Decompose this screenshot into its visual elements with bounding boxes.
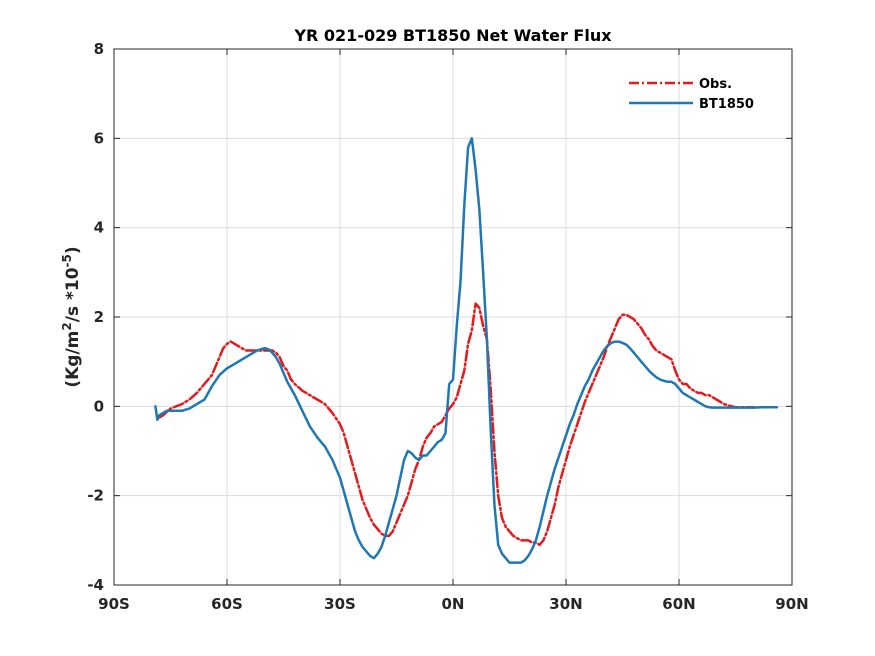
y-axis-label-sup2: -5	[60, 254, 74, 267]
y-axis-label: (Kg/m2/s *10-5)	[60, 246, 83, 387]
series-line-bt1850	[154, 137, 779, 564]
x-tick-label: 30S	[324, 595, 356, 613]
x-tick-label: 90S	[98, 595, 130, 613]
y-axis-label-sup1: 2	[60, 322, 74, 330]
y-tick-label: 0	[94, 397, 104, 415]
x-tick-label: 60S	[211, 595, 243, 613]
y-axis-label-base: (Kg/m	[63, 331, 83, 388]
x-tick-labels: 90S 60S 30S 0N 30N 60N 90N	[98, 595, 809, 613]
y-tick-labels: -4 -2 0 2 4 6 8	[87, 40, 104, 594]
y-tick-label: -2	[87, 487, 104, 505]
y-axis-label-end: )	[63, 246, 83, 254]
series-layer	[154, 137, 779, 564]
y-tick-label: 4	[94, 219, 104, 237]
legend: Obs. BT1850	[629, 77, 754, 112]
x-tick-label: 60N	[662, 595, 695, 613]
x-tick-label: 90N	[775, 595, 808, 613]
legend-label-obs: Obs.	[699, 77, 732, 92]
y-axis-label-mid: /s *10	[63, 267, 83, 322]
y-tick-label: 8	[94, 40, 104, 58]
grid-lines	[114, 49, 792, 585]
y-tick-label: 2	[94, 308, 104, 326]
chart-title: YR 021-029 BT1850 Net Water Flux	[293, 26, 612, 45]
x-tick-label: 30N	[549, 595, 582, 613]
axis-ticks	[113, 48, 793, 586]
x-tick-label: 0N	[442, 595, 465, 613]
y-tick-label: 6	[94, 129, 104, 147]
legend-label-bt1850: BT1850	[699, 97, 754, 112]
y-tick-label: -4	[87, 576, 104, 594]
